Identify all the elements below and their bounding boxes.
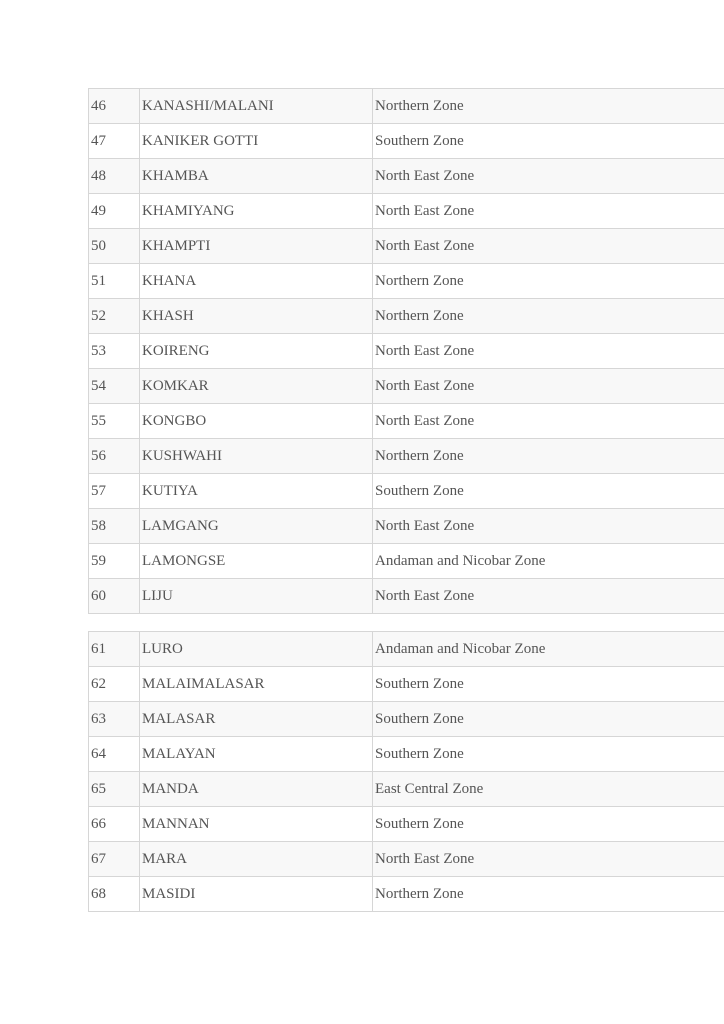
table-row: 65 MANDA East Central Zone [88, 771, 724, 807]
zone-cell: Andaman and Nicobar Zone [372, 543, 724, 579]
row-number-cell: 64 [88, 736, 140, 772]
language-name-cell: KANASHI/MALANI [139, 88, 373, 124]
table-row: 55 KONGBO North East Zone [88, 403, 724, 439]
row-number-cell: 54 [88, 368, 140, 404]
language-name-cell: MALAYAN [139, 736, 373, 772]
row-number-cell: 66 [88, 806, 140, 842]
zone-cell: Northern Zone [372, 263, 724, 299]
row-number-cell: 59 [88, 543, 140, 579]
language-name-cell: MANDA [139, 771, 373, 807]
language-name-cell: KOMKAR [139, 368, 373, 404]
language-name-cell: KUTIYA [139, 473, 373, 509]
language-name-cell: KHAMIYANG [139, 193, 373, 229]
language-name-cell: KANIKER GOTTI [139, 123, 373, 159]
row-number-cell: 51 [88, 263, 140, 299]
zone-cell: Southern Zone [372, 736, 724, 772]
table-row: 49 KHAMIYANG North East Zone [88, 193, 724, 229]
row-number-cell: 49 [88, 193, 140, 229]
language-name-cell: KUSHWAHI [139, 438, 373, 474]
language-name-cell: LIJU [139, 578, 373, 614]
language-name-cell: MALASAR [139, 701, 373, 737]
zone-cell: North East Zone [372, 841, 724, 877]
table-row: 60 LIJU North East Zone [88, 578, 724, 614]
zone-cell: North East Zone [372, 158, 724, 194]
row-number-cell: 63 [88, 701, 140, 737]
zone-cell: Northern Zone [372, 88, 724, 124]
table-row: 48 KHAMBA North East Zone [88, 158, 724, 194]
language-name-cell: LAMGANG [139, 508, 373, 544]
language-name-cell: LURO [139, 631, 373, 667]
zone-cell: East Central Zone [372, 771, 724, 807]
table-row: 50 KHAMPTI North East Zone [88, 228, 724, 264]
zone-cell: North East Zone [372, 333, 724, 369]
table-row: 53 KOIRENG North East Zone [88, 333, 724, 369]
row-number-cell: 52 [88, 298, 140, 334]
zone-cell: North East Zone [372, 368, 724, 404]
table-row: 57 KUTIYA Southern Zone [88, 473, 724, 509]
table-row: 61 LURO Andaman and Nicobar Zone [88, 631, 724, 667]
zone-cell: Southern Zone [372, 701, 724, 737]
zone-cell: Southern Zone [372, 473, 724, 509]
zone-cell: Northern Zone [372, 438, 724, 474]
language-name-cell: KHAMBA [139, 158, 373, 194]
table-row: 46 KANASHI/MALANI Northern Zone [88, 88, 724, 124]
zone-cell: North East Zone [372, 578, 724, 614]
zone-cell: Southern Zone [372, 123, 724, 159]
table-row: 52 KHASH Northern Zone [88, 298, 724, 334]
table-row: 62 MALAIMALASAR Southern Zone [88, 666, 724, 702]
language-name-cell: KHAMPTI [139, 228, 373, 264]
zone-cell: Andaman and Nicobar Zone [372, 631, 724, 667]
table-row: 47 KANIKER GOTTI Southern Zone [88, 123, 724, 159]
row-number-cell: 65 [88, 771, 140, 807]
table-row: 66 MANNAN Southern Zone [88, 806, 724, 842]
table-row: 56 KUSHWAHI Northern Zone [88, 438, 724, 474]
table-row: 59 LAMONGSE Andaman and Nicobar Zone [88, 543, 724, 579]
zone-cell: North East Zone [372, 193, 724, 229]
language-name-cell: MANNAN [139, 806, 373, 842]
row-number-cell: 56 [88, 438, 140, 474]
zone-cell: North East Zone [372, 228, 724, 264]
zone-cell: Northern Zone [372, 298, 724, 334]
row-number-cell: 60 [88, 578, 140, 614]
row-number-cell: 46 [88, 88, 140, 124]
table-row: 68 MASIDI Northern Zone [88, 876, 724, 912]
language-name-cell: LAMONGSE [139, 543, 373, 579]
row-number-cell: 61 [88, 631, 140, 667]
row-number-cell: 67 [88, 841, 140, 877]
language-name-cell: KONGBO [139, 403, 373, 439]
table-row: 63 MALASAR Southern Zone [88, 701, 724, 737]
zone-cell: Southern Zone [372, 806, 724, 842]
language-name-cell: KHANA [139, 263, 373, 299]
table-row: 51 KHANA Northern Zone [88, 263, 724, 299]
language-name-cell: KOIRENG [139, 333, 373, 369]
table-row: 67 MARA North East Zone [88, 841, 724, 877]
zone-cell: Northern Zone [372, 876, 724, 912]
table-row: 64 MALAYAN Southern Zone [88, 736, 724, 772]
table-part-1: 46 KANASHI/MALANI Northern Zone 47 KANIKER G… [88, 88, 724, 614]
row-number-cell: 47 [88, 123, 140, 159]
table-row: 58 LAMGANG North East Zone [88, 508, 724, 544]
row-number-cell: 53 [88, 333, 140, 369]
row-number-cell: 57 [88, 473, 140, 509]
row-number-cell: 68 [88, 876, 140, 912]
zone-cell: North East Zone [372, 403, 724, 439]
language-name-cell: MASIDI [139, 876, 373, 912]
language-name-cell: KHASH [139, 298, 373, 334]
row-number-cell: 62 [88, 666, 140, 702]
row-number-cell: 58 [88, 508, 140, 544]
zone-cell: Southern Zone [372, 666, 724, 702]
language-name-cell: MARA [139, 841, 373, 877]
row-number-cell: 48 [88, 158, 140, 194]
table-part-2: 61 LURO Andaman and Nicobar Zone 62 MALAIMAL… [88, 631, 724, 912]
zone-cell: North East Zone [372, 508, 724, 544]
row-number-cell: 50 [88, 228, 140, 264]
table-row: 54 KOMKAR North East Zone [88, 368, 724, 404]
row-number-cell: 55 [88, 403, 140, 439]
language-name-cell: MALAIMALASAR [139, 666, 373, 702]
